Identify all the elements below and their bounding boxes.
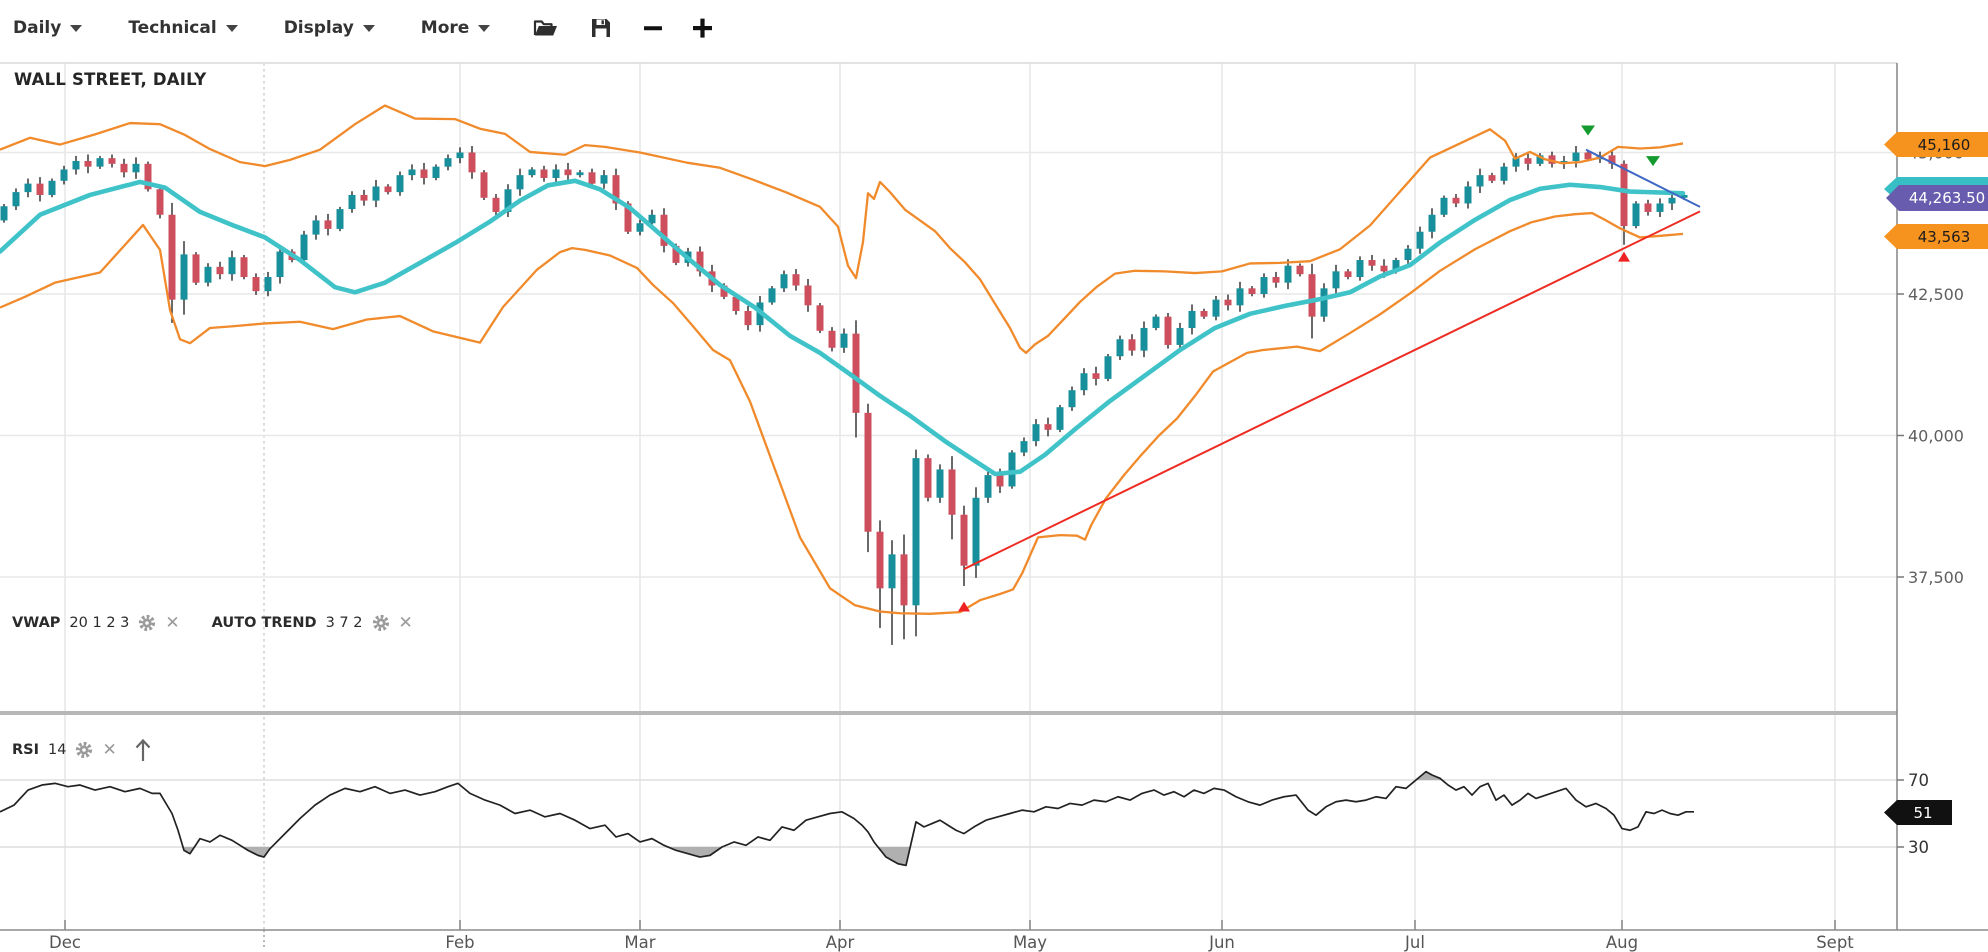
upper-band-value: 45,160 xyxy=(1917,135,1971,154)
auto-trend-label: AUTO TREND xyxy=(211,615,317,631)
vwap-params: 20 1 2 3 xyxy=(69,615,130,631)
svg-text:May: May xyxy=(1013,933,1047,952)
svg-text:Mar: Mar xyxy=(624,933,655,952)
rsi-params: 14 xyxy=(48,742,67,758)
menu-display-label: Display xyxy=(283,17,354,38)
last-price-value: 44,263.50 xyxy=(1908,189,1986,207)
close-icon[interactable]: ✕ xyxy=(165,612,180,633)
last-price-tag[interactable]: 44,263.50 xyxy=(1886,185,1988,211)
arrow-up-icon[interactable] xyxy=(132,737,154,763)
menu-technical[interactable]: Technical xyxy=(128,17,238,38)
rsi-legend: RSI 14 ✕ xyxy=(12,737,154,763)
rsi-label: RSI xyxy=(12,742,40,758)
chevron-down-icon xyxy=(225,25,238,32)
gear-icon[interactable] xyxy=(372,614,390,632)
svg-text:Jul: Jul xyxy=(1404,933,1425,952)
gear-icon[interactable] xyxy=(138,614,156,632)
svg-text:Jun: Jun xyxy=(1208,933,1235,952)
svg-text:Apr: Apr xyxy=(826,933,855,952)
menu-more-label: More xyxy=(420,17,470,38)
svg-text:37,500: 37,500 xyxy=(1908,568,1964,587)
menu-display[interactable]: Display xyxy=(284,18,375,38)
menu-more[interactable]: More xyxy=(421,18,491,38)
menu-technical-label: Technical xyxy=(128,17,217,38)
rsi-value: 51 xyxy=(1913,803,1933,822)
gear-icon[interactable] xyxy=(75,741,93,759)
save-icon[interactable] xyxy=(589,16,613,40)
chevron-down-icon xyxy=(70,25,83,32)
page-title: WALL STREET, DAILY xyxy=(14,70,207,89)
svg-text:Sept: Sept xyxy=(1816,933,1854,952)
close-icon[interactable]: ✕ xyxy=(102,739,117,760)
vwap-label: VWAP xyxy=(12,615,61,631)
upper-band-price-tag[interactable]: 45,160 xyxy=(1884,132,1988,157)
svg-text:Feb: Feb xyxy=(445,933,474,952)
close-icon[interactable]: ✕ xyxy=(398,612,413,633)
menu-daily-label: Daily xyxy=(13,17,62,38)
zoom-in-icon[interactable] xyxy=(689,15,715,41)
open-folder-icon[interactable] xyxy=(532,16,559,40)
toolbar: Daily Technical Display More xyxy=(0,0,1988,55)
indicator-legend: VWAP 20 1 2 3 ✕ AUTO TREND 3 7 2 ✕ xyxy=(12,614,413,632)
zoom-out-icon[interactable] xyxy=(641,16,665,40)
svg-text:70: 70 xyxy=(1908,771,1929,790)
svg-text:40,000: 40,000 xyxy=(1908,427,1964,446)
chevron-down-icon xyxy=(362,25,375,32)
auto-trend-params: 3 7 2 xyxy=(325,615,363,631)
chevron-down-icon xyxy=(478,25,491,32)
svg-text:Dec: Dec xyxy=(49,933,81,952)
svg-text:30: 30 xyxy=(1908,838,1929,857)
menu-daily[interactable]: Daily xyxy=(13,17,83,38)
lower-band-value: 43,563 xyxy=(1917,227,1971,246)
rsi-value-tag[interactable]: 51 xyxy=(1884,800,1952,825)
svg-text:Aug: Aug xyxy=(1606,933,1638,952)
svg-text:42,500: 42,500 xyxy=(1908,285,1964,304)
lower-band-price-tag[interactable]: 43,563 xyxy=(1884,224,1988,249)
